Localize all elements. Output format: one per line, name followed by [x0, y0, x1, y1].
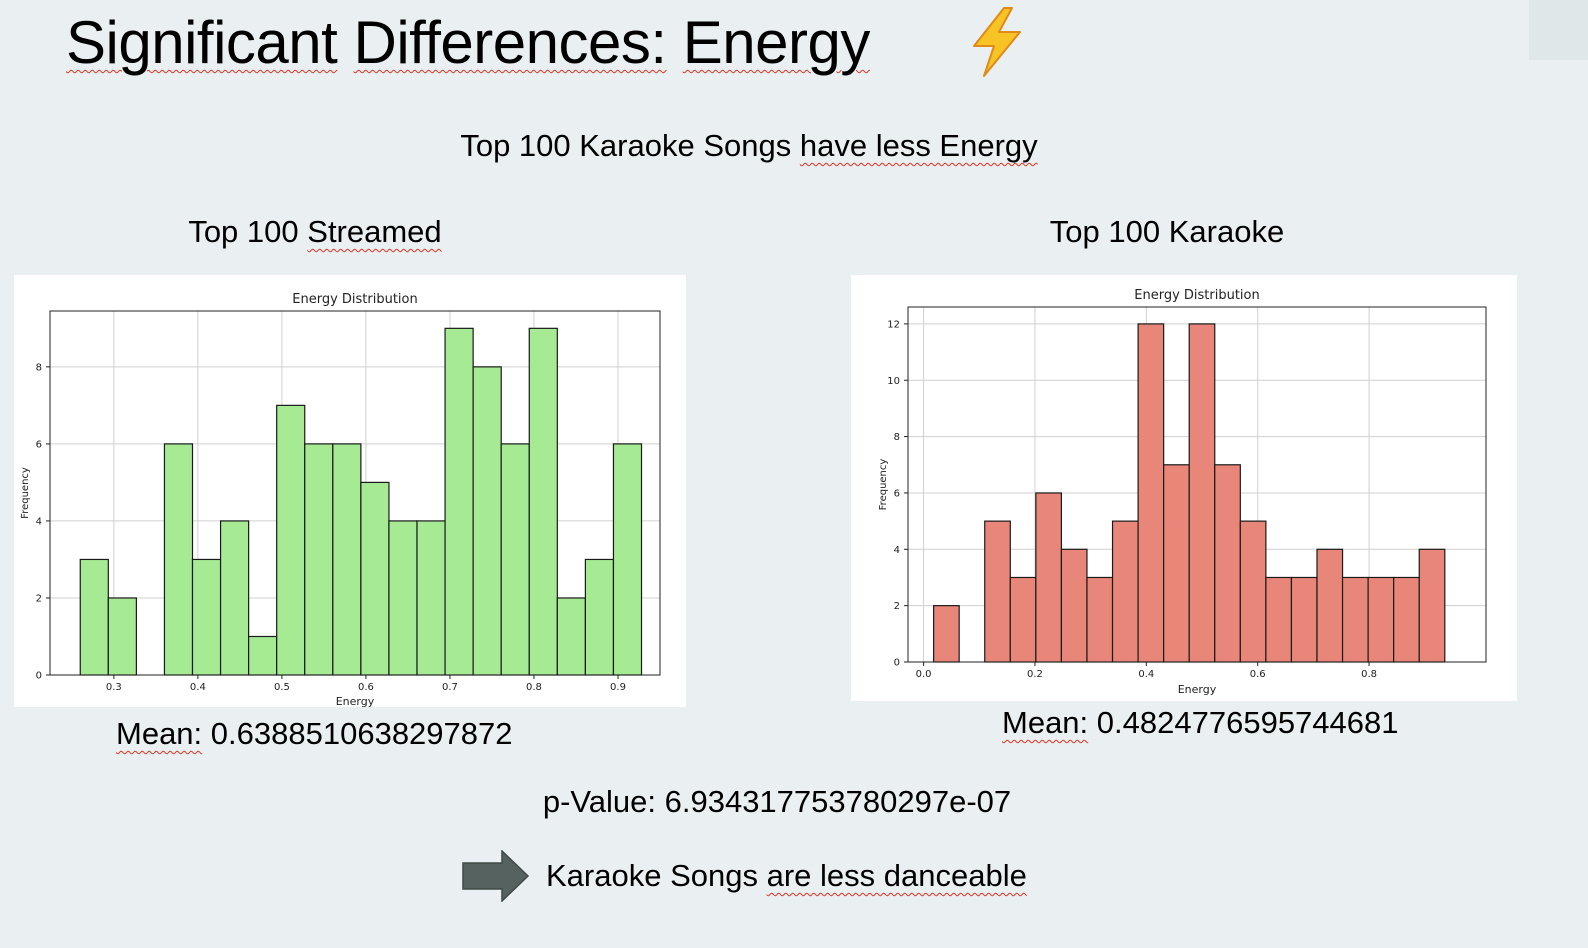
left-panel-title-part-1: Top 100: [188, 214, 299, 249]
y-tick-label: 10: [887, 376, 900, 387]
y-tick-label: 0: [36, 671, 42, 682]
conclusion-part-1: Karaoke Songs: [546, 858, 758, 893]
y-tick-label: 4: [894, 545, 900, 556]
subtitle-part-2: have less Energy: [799, 128, 1038, 163]
right-panel-title: Top 100 Karaoke: [1049, 214, 1285, 249]
left-mean-label: Mean:: [116, 716, 203, 751]
x-tick-label: 0.4: [1138, 669, 1154, 680]
karaoke-chart-container: 0.0 0.2 0.4 0.6 0.8 0 2 4 6 8 10 12 Energy Distribut…: [851, 275, 1517, 701]
histogram-bar: [191, 558, 222, 676]
x-tick-label: 0.8: [1361, 669, 1377, 680]
histogram-bar: [163, 443, 194, 676]
x-axis-label: Energy: [1178, 683, 1217, 696]
x-tick-label: 0.3: [106, 682, 122, 693]
histogram-bar: [416, 520, 446, 676]
x-tick-label: 0.2: [1027, 669, 1043, 680]
streamed-energy-histogram: 0.3 0.4 0.5 0.6 0.7 0.8 0.9 0 2 4 6 8 Energy Distrib…: [20, 292, 661, 708]
histogram-bar: [1086, 576, 1114, 663]
histogram-bar: [248, 635, 278, 676]
histogram-bar: [584, 558, 615, 676]
streamed-chart-container: 0.3 0.4 0.5 0.6 0.7 0.8 0.9 0 2 4 6 8 Energy Distrib…: [14, 275, 686, 708]
x-tick-label: 0.6: [358, 682, 374, 693]
histogram-bar: [1111, 520, 1139, 663]
histogram-bar: [1265, 576, 1293, 663]
y-tick-label: 8: [36, 362, 42, 373]
histogram-bar: [1290, 576, 1318, 663]
lightning-bolt-icon: [973, 7, 1021, 77]
histogram-bar: [556, 597, 586, 676]
plot-frame: [907, 306, 1487, 663]
y-tick-label: 2: [36, 593, 42, 604]
y-tick-label: 6: [36, 439, 42, 450]
histogram-bar: [933, 605, 960, 663]
y-tick-label: 4: [36, 516, 42, 527]
plot-frame: [49, 310, 661, 676]
title-word-energy: Energy: [682, 9, 871, 76]
right-mean: Mean: 0.4824776595744681: [1002, 703, 1399, 743]
y-tick-label: 8: [894, 432, 900, 443]
conclusion-text: Karaoke Songs are less danceable: [546, 856, 1027, 896]
histogram-bar: [1188, 323, 1216, 663]
y-axis-label: Frequency: [878, 459, 889, 511]
y-tick-label: 6: [894, 488, 900, 499]
x-tick-label: 0.6: [1250, 669, 1266, 680]
slide-subtitle: Top 100 Karaoke Songs have less Energy: [0, 126, 1498, 166]
histogram-bar: [107, 597, 137, 676]
chart-title: Energy Distribution: [292, 292, 418, 307]
histogram-bar: [1060, 548, 1088, 663]
histogram-bar: [1009, 576, 1037, 663]
histogram-bar: [528, 327, 558, 676]
corner-tab: [1529, 0, 1588, 60]
histogram-bar: [1163, 464, 1190, 663]
histogram-bar: [1341, 576, 1369, 663]
histogram-bar: [388, 520, 418, 676]
histogram-bar: [1035, 492, 1063, 663]
subtitle-part-1: Top 100 Karaoke Songs: [460, 128, 792, 163]
y-axis-label: Frequency: [20, 467, 31, 519]
p-value: p-Value: 6.934317753780297e-07: [542, 784, 1012, 819]
histogram-bar: [1367, 576, 1395, 663]
histogram-bar: [984, 520, 1011, 663]
histogram-bar: [219, 520, 250, 676]
histogram-bar: [612, 443, 643, 676]
x-axis-label: Energy: [336, 695, 375, 707]
slide-title: Significant Differences: Energy: [66, 6, 870, 80]
histogram-bar: [304, 443, 334, 676]
histogram-bar: [79, 558, 109, 676]
x-tick-label: 0.0: [916, 669, 932, 680]
y-tick-label: 0: [894, 658, 900, 669]
y-tick-label: 12: [887, 319, 900, 330]
left-mean-value: 0.6388510638297872: [210, 716, 513, 751]
histogram-bar: [472, 366, 502, 676]
histogram-bar: [500, 443, 530, 676]
y-tick-label: 2: [894, 601, 900, 612]
histogram-bar: [1418, 548, 1446, 663]
histogram-bar: [1137, 323, 1165, 663]
title-word-significant: Significant: [66, 9, 338, 76]
histogram-bar: [276, 404, 306, 676]
conclusion-part-2: are less danceable: [766, 858, 1027, 893]
histogram-bar: [1316, 548, 1344, 663]
right-mean-label: Mean:: [1002, 705, 1089, 740]
histogram-bar: [1393, 576, 1420, 663]
x-tick-label: 0.5: [274, 682, 290, 693]
chart-title: Energy Distribution: [1134, 288, 1260, 303]
x-tick-label: 0.4: [190, 682, 206, 693]
histogram-bar: [444, 327, 474, 676]
left-panel-title-part-2: Streamed: [307, 214, 442, 249]
title-word-differences: Differences:: [353, 9, 668, 76]
left-mean: Mean: 0.6388510638297872: [116, 714, 513, 754]
right-arrow-icon: [462, 850, 530, 902]
x-tick-label: 0.9: [610, 682, 626, 693]
right-mean-value: 0.4824776595744681: [1096, 705, 1399, 740]
histogram-bar: [332, 443, 362, 676]
histogram-bar: [1214, 464, 1241, 663]
x-tick-label: 0.7: [442, 682, 458, 693]
left-panel-title: Top 100 Streamed: [140, 212, 490, 252]
histogram-bar: [360, 481, 390, 676]
karaoke-energy-histogram: 0.0 0.2 0.4 0.6 0.8 0 2 4 6 8 10 12 Energy Distribut…: [878, 288, 1487, 696]
histogram-bar: [1239, 520, 1267, 663]
x-tick-label: 0.8: [526, 682, 542, 693]
